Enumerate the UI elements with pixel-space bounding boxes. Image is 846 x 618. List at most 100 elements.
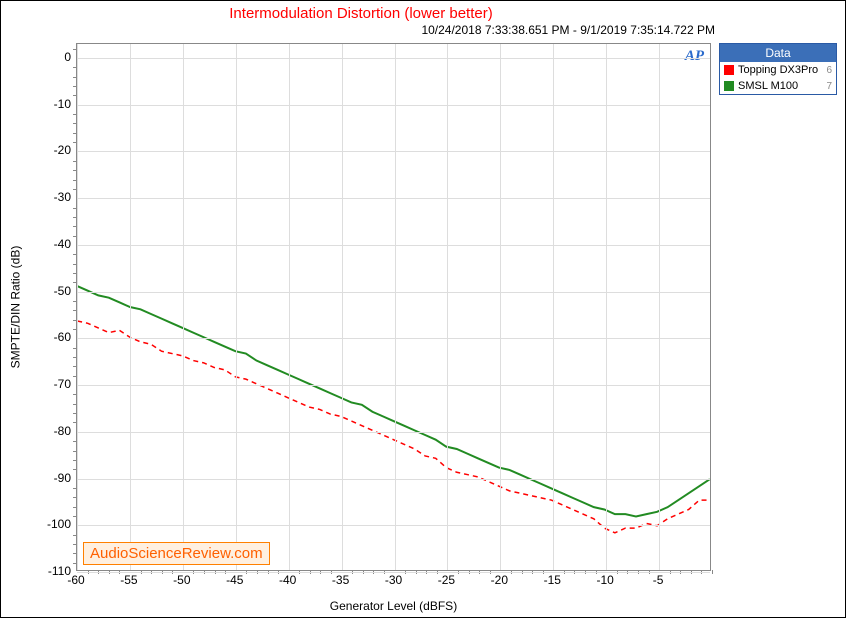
minor-tick [73, 488, 77, 489]
minor-tick [73, 441, 77, 442]
minor-tick [73, 460, 77, 461]
minor-tick [73, 86, 77, 87]
minor-tick [73, 516, 77, 517]
legend-swatch-icon [724, 81, 734, 91]
minor-tick [73, 217, 77, 218]
legend-num: 6 [826, 65, 832, 76]
minor-tick [73, 357, 77, 358]
y-tick-label: -20 [31, 143, 71, 157]
x-tick-label: -25 [438, 573, 455, 587]
plot-area: AP [76, 43, 711, 571]
gridline-v [659, 44, 660, 570]
minor-tick [73, 497, 77, 498]
minor-tick [73, 114, 77, 115]
chart-title: Intermodulation Distortion (lower better… [1, 5, 721, 22]
legend-item: Topping DX3Pro 6 [720, 62, 836, 78]
minor-tick [73, 161, 77, 162]
y-tick-label: -90 [31, 471, 71, 485]
minor-tick [73, 180, 77, 181]
gridline-v [606, 44, 607, 570]
minor-tick [73, 95, 77, 96]
legend-num: 7 [826, 81, 832, 92]
x-tick-label: -15 [544, 573, 561, 587]
minor-tick [73, 544, 77, 545]
gridline-v [342, 44, 343, 570]
y-tick-label: -100 [31, 517, 71, 531]
gridline-v [183, 44, 184, 570]
minor-tick [73, 404, 77, 405]
timestamp: 10/24/2018 7:33:38.651 PM - 9/1/2019 7:3… [421, 23, 715, 37]
minor-tick [73, 535, 77, 536]
minor-tick [73, 329, 77, 330]
y-tick-label: 0 [31, 50, 71, 64]
minor-tick [73, 208, 77, 209]
gridline-h [77, 432, 710, 433]
minor-tick [73, 264, 77, 265]
legend-item: SMSL M100 7 [720, 78, 836, 94]
gridline-v [553, 44, 554, 570]
minor-tick [73, 49, 77, 50]
gridline-h [77, 245, 710, 246]
minor-tick [73, 469, 77, 470]
minor-tick [73, 133, 77, 134]
legend: Data Topping DX3Pro 6 SMSL M100 7 [719, 43, 837, 95]
gridline-h [77, 525, 710, 526]
gridline-v [130, 44, 131, 570]
minor-tick [73, 348, 77, 349]
minor-tick [73, 170, 77, 171]
x-tick-label: -5 [653, 573, 664, 587]
gridline-v [447, 44, 448, 570]
gridline-h [77, 479, 710, 480]
y-tick-label: -40 [31, 237, 71, 251]
minor-tick [73, 451, 77, 452]
x-tick-label: -35 [332, 573, 349, 587]
y-axis-label: SMPTE/DIN Ratio (dB) [7, 43, 23, 571]
minor-tick [73, 142, 77, 143]
minor-tick [73, 67, 77, 68]
gridline-v [236, 44, 237, 570]
gridline-v [500, 44, 501, 570]
legend-label: Topping DX3Pro [738, 64, 822, 76]
y-tick-label: -80 [31, 424, 71, 438]
gridline-h [77, 198, 710, 199]
minor-tick [73, 320, 77, 321]
gridline-h [77, 292, 710, 293]
legend-label: SMSL M100 [738, 80, 822, 92]
minor-tick [73, 226, 77, 227]
watermark-label: AudioScienceReview.com [83, 542, 270, 565]
minor-tick [73, 254, 77, 255]
x-tick-label: -10 [596, 573, 613, 587]
minor-tick [712, 570, 713, 574]
y-tick-label: -30 [31, 190, 71, 204]
x-tick-label: -40 [279, 573, 296, 587]
gridline-h [77, 151, 710, 152]
x-tick-label: -20 [491, 573, 508, 587]
gridline-h [77, 58, 710, 59]
data-series [77, 44, 710, 570]
minor-tick [73, 413, 77, 414]
minor-tick [73, 282, 77, 283]
minor-tick [73, 123, 77, 124]
legend-swatch-icon [724, 65, 734, 75]
gridline-v [395, 44, 396, 570]
minor-tick [73, 301, 77, 302]
chart-frame: Intermodulation Distortion (lower better… [0, 0, 846, 618]
gridline-h [77, 385, 710, 386]
gridline-h [77, 338, 710, 339]
series-line [77, 321, 710, 533]
minor-tick [73, 394, 77, 395]
gridline-h [77, 105, 710, 106]
y-tick-label: -50 [31, 284, 71, 298]
legend-header: Data [720, 44, 836, 62]
minor-tick [73, 273, 77, 274]
x-axis-label: Generator Level (dBFS) [76, 599, 711, 613]
minor-tick [73, 236, 77, 237]
gridline-v [77, 44, 78, 570]
minor-tick [73, 189, 77, 190]
y-tick-label: -110 [31, 564, 71, 578]
minor-tick [73, 376, 77, 377]
y-tick-label: -60 [31, 330, 71, 344]
x-tick-label: -55 [120, 573, 137, 587]
x-tick-label: -30 [385, 573, 402, 587]
x-tick-label: -45 [226, 573, 243, 587]
